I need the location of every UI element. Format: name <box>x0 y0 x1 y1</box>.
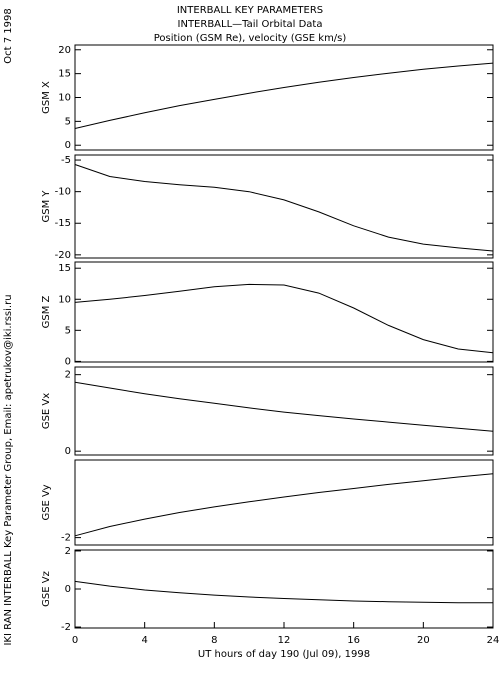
y-tick-label: 15 <box>58 263 71 274</box>
y-axis-label: GSM Y <box>41 190 52 223</box>
y-tick-label: 0 <box>65 446 71 457</box>
x-axis-label: UT hours of day 190 (Jul 09), 1998 <box>198 649 370 660</box>
data-line <box>74 62 494 129</box>
y-tick-label: -2 <box>61 622 71 633</box>
title-line: INTERBALL KEY PARAMETERS <box>177 5 323 16</box>
panel-frame <box>74 459 494 546</box>
date-label: Oct 7 1998 <box>3 8 14 63</box>
x-tick-label: 24 <box>487 635 500 646</box>
x-tick-label: 16 <box>347 635 360 646</box>
data-line <box>74 164 494 252</box>
x-tick-label: 8 <box>211 635 217 646</box>
y-tick-label: 2 <box>65 370 71 381</box>
x-tick-label: 20 <box>417 635 430 646</box>
y-tick-label: 5 <box>65 325 71 336</box>
y-tick-label: 2 <box>65 546 71 557</box>
y-tick-label: 5 <box>65 116 71 127</box>
y-tick-label: 20 <box>58 45 71 56</box>
y-tick-label: -15 <box>55 218 71 229</box>
y-tick-label: 0 <box>65 140 71 151</box>
y-tick-label: 0 <box>65 584 71 595</box>
data-line <box>74 283 494 354</box>
y-axis-label: GSM X <box>41 81 52 114</box>
y-tick-label: 15 <box>58 69 71 80</box>
data-line <box>74 381 494 432</box>
y-axis-label: GSM Z <box>41 295 52 328</box>
panel-frame <box>74 44 494 151</box>
data-line <box>74 473 494 537</box>
x-tick-label: 0 <box>72 635 78 646</box>
y-tick-label: -2 <box>61 533 71 544</box>
panel-frame <box>74 366 494 456</box>
panel-frame <box>74 261 494 363</box>
y-axis-label: GSE Vx <box>41 393 52 429</box>
y-tick-label: 10 <box>58 294 71 305</box>
data-line <box>74 580 493 604</box>
panel-frame <box>74 154 494 259</box>
y-tick-label: -10 <box>55 187 71 198</box>
y-tick-label: 0 <box>65 356 71 367</box>
x-tick-label: 12 <box>278 635 291 646</box>
credit-label: IKI RAN INTERBALL Key Parameter Group, E… <box>3 294 14 645</box>
y-tick-label: -20 <box>55 250 71 261</box>
y-axis-label: GSE Vy <box>41 484 52 520</box>
y-tick-label: -5 <box>61 155 71 166</box>
title-line: Position (GSM Re), velocity (GSE km/s) <box>154 33 347 44</box>
y-tick-label: 10 <box>58 93 71 104</box>
x-tick-label: 4 <box>141 635 147 646</box>
y-axis-label: GSE Vz <box>41 571 52 607</box>
title-line: INTERBALL—Tail Orbital Data <box>178 19 323 30</box>
